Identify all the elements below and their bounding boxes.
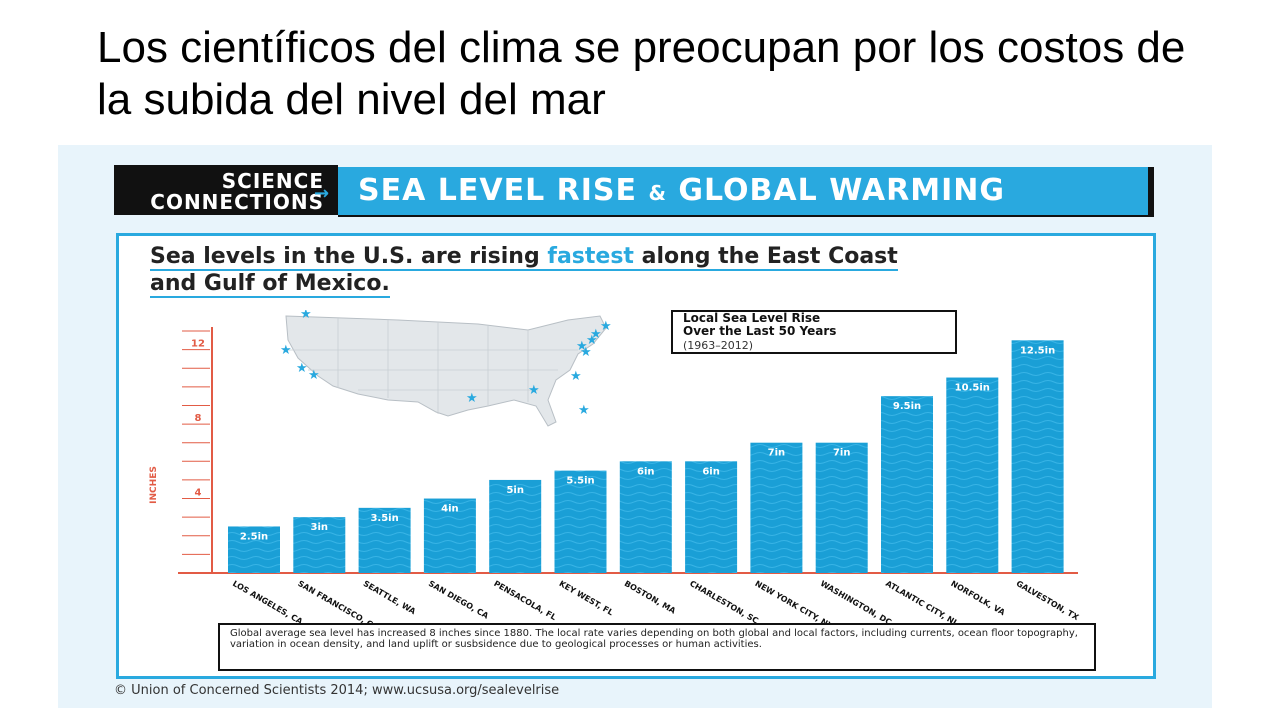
legend-title: Local Sea Level Rise Over the Last 50 Ye… [683, 312, 953, 338]
x-category-label: NORFOLK, VA [949, 579, 1007, 618]
headline-part2: along the East Coast [633, 244, 898, 269]
bar [489, 479, 542, 573]
headline-line2: and Gulf of Mexico. [150, 271, 390, 298]
banner-title-bar [338, 167, 1154, 217]
map-star-sd-icon: ★ [308, 368, 320, 383]
map-star-charleston-icon: ★ [570, 369, 582, 384]
bar [228, 526, 280, 573]
banner-left-line2: CONNECTIONS [150, 190, 324, 214]
banner-title-amp: & [648, 181, 667, 205]
bar [815, 442, 868, 573]
bar-data-label: 7in [768, 448, 786, 459]
legend-title-line2: Over the Last 50 Years [683, 324, 837, 338]
x-category-label: SEATTLE, WA [362, 579, 418, 617]
bar [881, 396, 933, 573]
bar [946, 377, 999, 573]
bar-data-label: 2.5in [240, 531, 268, 542]
bar-data-label: 6in [702, 466, 720, 477]
x-category-label: SAN DIEGO, CA [427, 579, 491, 621]
bar-data-label: 12.5in [1020, 345, 1055, 356]
bar-data-label: 3.5in [370, 513, 398, 524]
bar-data-label: 6in [637, 466, 655, 477]
legend-subtitle: (1963–2012) [683, 339, 754, 352]
credit-line: © Union of Concerned Scientists 2014; ww… [114, 683, 560, 698]
banner-science-connections [114, 165, 338, 215]
map-star-nyc-icon: ★ [590, 327, 602, 342]
map-star-atlantic-icon: ★ [586, 333, 598, 348]
headline-part1: Sea levels in the U.S. are rising [150, 244, 548, 269]
infographic: SCIENCE CONNECTIONS → SEA LEVEL RISE & G… [58, 145, 1212, 708]
x-category-label: ATLANTIC CITY, NJ [884, 579, 958, 627]
us-map-icon: ★ ★ ★ ★ ★ ★ ★ ★ ★ ★ ★ ★ ★ [280, 310, 612, 427]
x-category-label: KEY WEST, FL [558, 579, 615, 617]
map-star-la-icon: ★ [296, 361, 308, 376]
bar [619, 461, 672, 573]
bar-data-label: 7in [833, 448, 851, 459]
bar [554, 470, 607, 573]
y-tick-label: 4 [195, 488, 202, 499]
headline-highlight: fastest [547, 244, 634, 269]
banner-left-label: SCIENCE CONNECTIONS [124, 171, 324, 213]
bar-data-label: 3in [311, 522, 329, 533]
bar-data-label: 4in [441, 504, 459, 515]
y-axis-label: INCHES [149, 466, 159, 504]
map-star-norfolk-icon: ★ [580, 345, 592, 360]
slide-title: Los científicos del clima se preocupan p… [97, 23, 1186, 124]
arrow-right-icon: → [314, 183, 330, 204]
map-star-seattle-icon: ★ [300, 310, 312, 322]
map-star-pensacola-icon: ★ [528, 383, 540, 398]
banner-title-part2: GLOBAL WARMING [678, 173, 1006, 208]
bar-data-label: 5.5in [566, 476, 594, 487]
map-star-keywest-icon: ★ [578, 403, 590, 418]
bar [423, 498, 476, 573]
y-tick-label: 12 [191, 339, 205, 350]
bar-data-label: 9.5in [893, 401, 921, 412]
legend-title-line1: Local Sea Level Rise [683, 311, 821, 325]
map-star-galveston-icon: ★ [466, 391, 478, 406]
x-category-label: BOSTON, MA [623, 579, 678, 616]
x-category-label: GALVESTON, TX [1015, 579, 1081, 622]
footer-note: Global average sea level has increased 8… [218, 623, 1096, 671]
bar-data-label: 5in [506, 485, 524, 496]
banner-left-line1: SCIENCE [221, 169, 324, 193]
x-category-label: LOS ANGELES, CA [231, 579, 305, 627]
bar [293, 517, 346, 573]
x-category-label: PENSACOLA, FL [492, 579, 558, 622]
bar-data-label: 10.5in [955, 383, 990, 394]
bar [358, 507, 411, 573]
bar [750, 442, 803, 573]
map-star-boston-icon: ★ [600, 319, 612, 334]
banner-title-part1: SEA LEVEL RISE [358, 173, 638, 208]
legend-box [671, 310, 963, 358]
y-tick-label: 8 [195, 413, 202, 424]
map-star-sf-icon: ★ [280, 343, 292, 358]
map-star-washington-icon: ★ [576, 339, 588, 354]
x-category-label: CHARLESTON, SC [688, 579, 760, 626]
chart-headline: Sea levels in the U.S. are rising fastes… [150, 243, 1050, 298]
bar [685, 461, 738, 573]
bar [1011, 340, 1064, 573]
banner-title: SEA LEVEL RISE & GLOBAL WARMING [358, 171, 1138, 213]
